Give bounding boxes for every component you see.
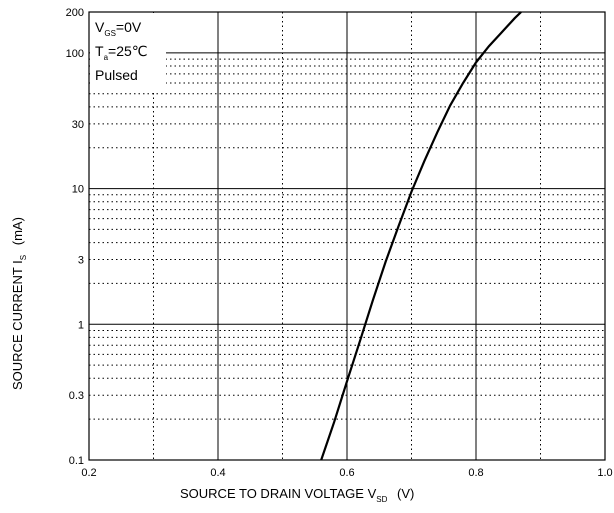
- y-axis-title-main: SOURCE CURRENT I: [10, 260, 25, 390]
- x-tick-label: 0.4: [210, 467, 225, 479]
- x-tick-label: 0.8: [468, 467, 483, 479]
- annotation-box: [90, 13, 166, 91]
- y-tick-labels: 0.1 0.3 1 3 10 30 100 200: [66, 7, 84, 467]
- annotation-main: Pulsed: [95, 67, 138, 83]
- annotation-sub: GS: [104, 29, 116, 38]
- x-axis-title-sub: SD: [376, 495, 387, 504]
- y-axis-title-unit: (mA): [10, 217, 25, 245]
- annotation-line: Ta=25℃: [95, 43, 148, 62]
- x-axis-title: SOURCE TO DRAIN VOLTAGE VSD (V): [180, 486, 414, 504]
- x-axis-title-unit: (V): [397, 486, 414, 501]
- y-axis-title-sub: S: [19, 255, 28, 260]
- y-tick-label: 1: [78, 319, 84, 331]
- y-tick-label: 200: [66, 7, 84, 19]
- annotation-line: VGS=0V: [95, 19, 142, 38]
- annotation-rest: =0V: [116, 19, 142, 35]
- x-tick-label: 0.2: [81, 467, 96, 479]
- annotation-sub: a: [104, 53, 109, 62]
- y-tick-label: 3: [78, 255, 84, 267]
- annotations: VGS=0V Ta=25℃ Pulsed: [95, 19, 148, 83]
- y-tick-label: 100: [66, 48, 84, 60]
- series-line: [320, 11, 522, 461]
- x-tick-label: 0.6: [339, 467, 354, 479]
- annotation-rest: =25℃: [108, 43, 147, 59]
- y-tick-label: 30: [72, 119, 84, 131]
- annotation-line: Pulsed: [95, 67, 138, 83]
- x-tick-label: 1.0: [597, 467, 612, 479]
- y-tick-label: 0.3: [69, 390, 84, 402]
- grid-major-lines: [89, 12, 605, 460]
- plot-frame: [88, 11, 606, 461]
- annotation-main: T: [95, 43, 104, 59]
- y-axis-title: SOURCE CURRENT IS (mA): [10, 217, 28, 390]
- y-tick-label: 0.1: [69, 455, 84, 467]
- annotation-main: V: [95, 19, 105, 35]
- y-tick-label: 10: [72, 184, 84, 196]
- x-tick-labels: 0.2 0.4 0.6 0.8 1.0: [81, 467, 612, 479]
- x-axis-title-main: SOURCE TO DRAIN VOLTAGE V: [180, 486, 377, 501]
